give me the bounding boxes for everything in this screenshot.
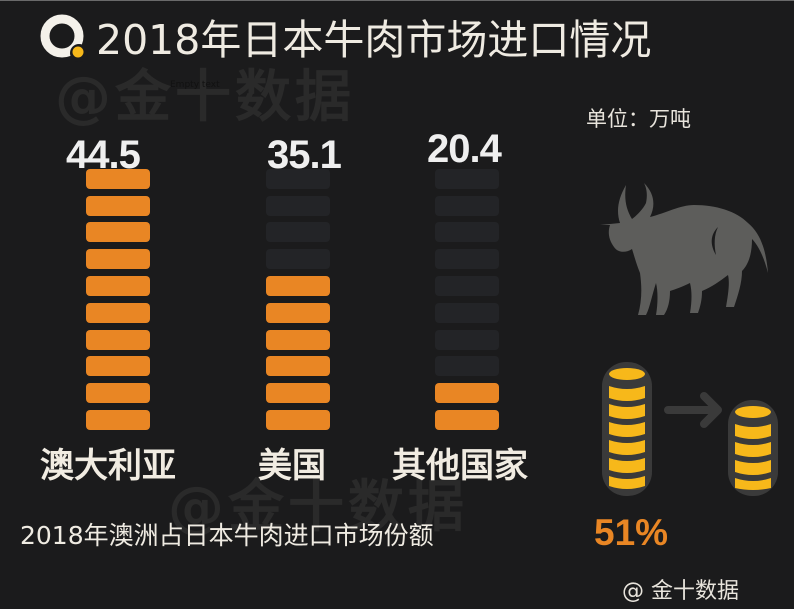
bar-segment-usa — [266, 383, 330, 403]
bar-segment-others — [435, 356, 499, 376]
bar-segment-others — [435, 303, 499, 323]
bar-segment-usa — [266, 222, 330, 242]
bar-segment-others — [435, 410, 499, 430]
bar-segment-usa — [266, 276, 330, 296]
bar-segment-others — [435, 330, 499, 350]
bar-segment-usa — [266, 356, 330, 376]
bar-segment-australia — [86, 249, 150, 269]
bar-segment-usa — [266, 196, 330, 216]
bar-segment-australia — [86, 276, 150, 296]
watermark-top: @金十数据 — [55, 65, 355, 130]
bar-segment-others — [435, 222, 499, 242]
bar-segment-australia — [86, 330, 150, 350]
bull-silhouette-icon — [600, 183, 768, 315]
market-share-value: 51% — [594, 512, 669, 553]
category-label-usa: 美国 — [258, 446, 326, 486]
bar-segment-others — [435, 276, 499, 296]
bar-segment-australia — [86, 196, 150, 216]
value-label-others: 20.4 — [427, 127, 502, 171]
category-label-others: 其他国家 — [392, 446, 528, 486]
bar-segment-australia — [86, 303, 150, 323]
value-label-usa: 35.1 — [267, 133, 342, 177]
bar-segment-others — [435, 249, 499, 269]
bar-segment-usa — [266, 249, 330, 269]
bar-segment-others — [435, 196, 499, 216]
top-border — [0, 0, 794, 1]
bar-segment-usa — [266, 330, 330, 350]
bar-segment-australia — [86, 410, 150, 430]
bar-segment-usa — [266, 169, 330, 189]
bar-segment-australia — [86, 222, 150, 242]
bar-segment-others — [435, 169, 499, 189]
bar-segment-usa — [266, 410, 330, 430]
coin-stack-decrease-icon — [602, 362, 778, 496]
bar-segment-australia — [86, 356, 150, 376]
bar-segment-usa — [266, 303, 330, 323]
market-share-label: 2018年澳洲占日本牛肉进口市场份额 — [20, 521, 434, 550]
page-title: 2018年日本牛肉市场进口情况 — [96, 16, 652, 64]
category-label-australia: 澳大利亚 — [40, 446, 176, 486]
jin10-logo-icon — [40, 14, 88, 62]
bar-segment-others — [435, 383, 499, 403]
bar-segment-australia — [86, 383, 150, 403]
source-credit: @ 金十数据 — [622, 579, 739, 604]
empty-text-placeholder: Empty text — [170, 80, 220, 90]
bar-segment-australia — [86, 169, 150, 189]
unit-label: 单位：万吨 — [586, 107, 691, 131]
watermark-bottom: @金十数据 — [168, 475, 468, 540]
value-label-australia: 44.5 — [66, 133, 141, 177]
